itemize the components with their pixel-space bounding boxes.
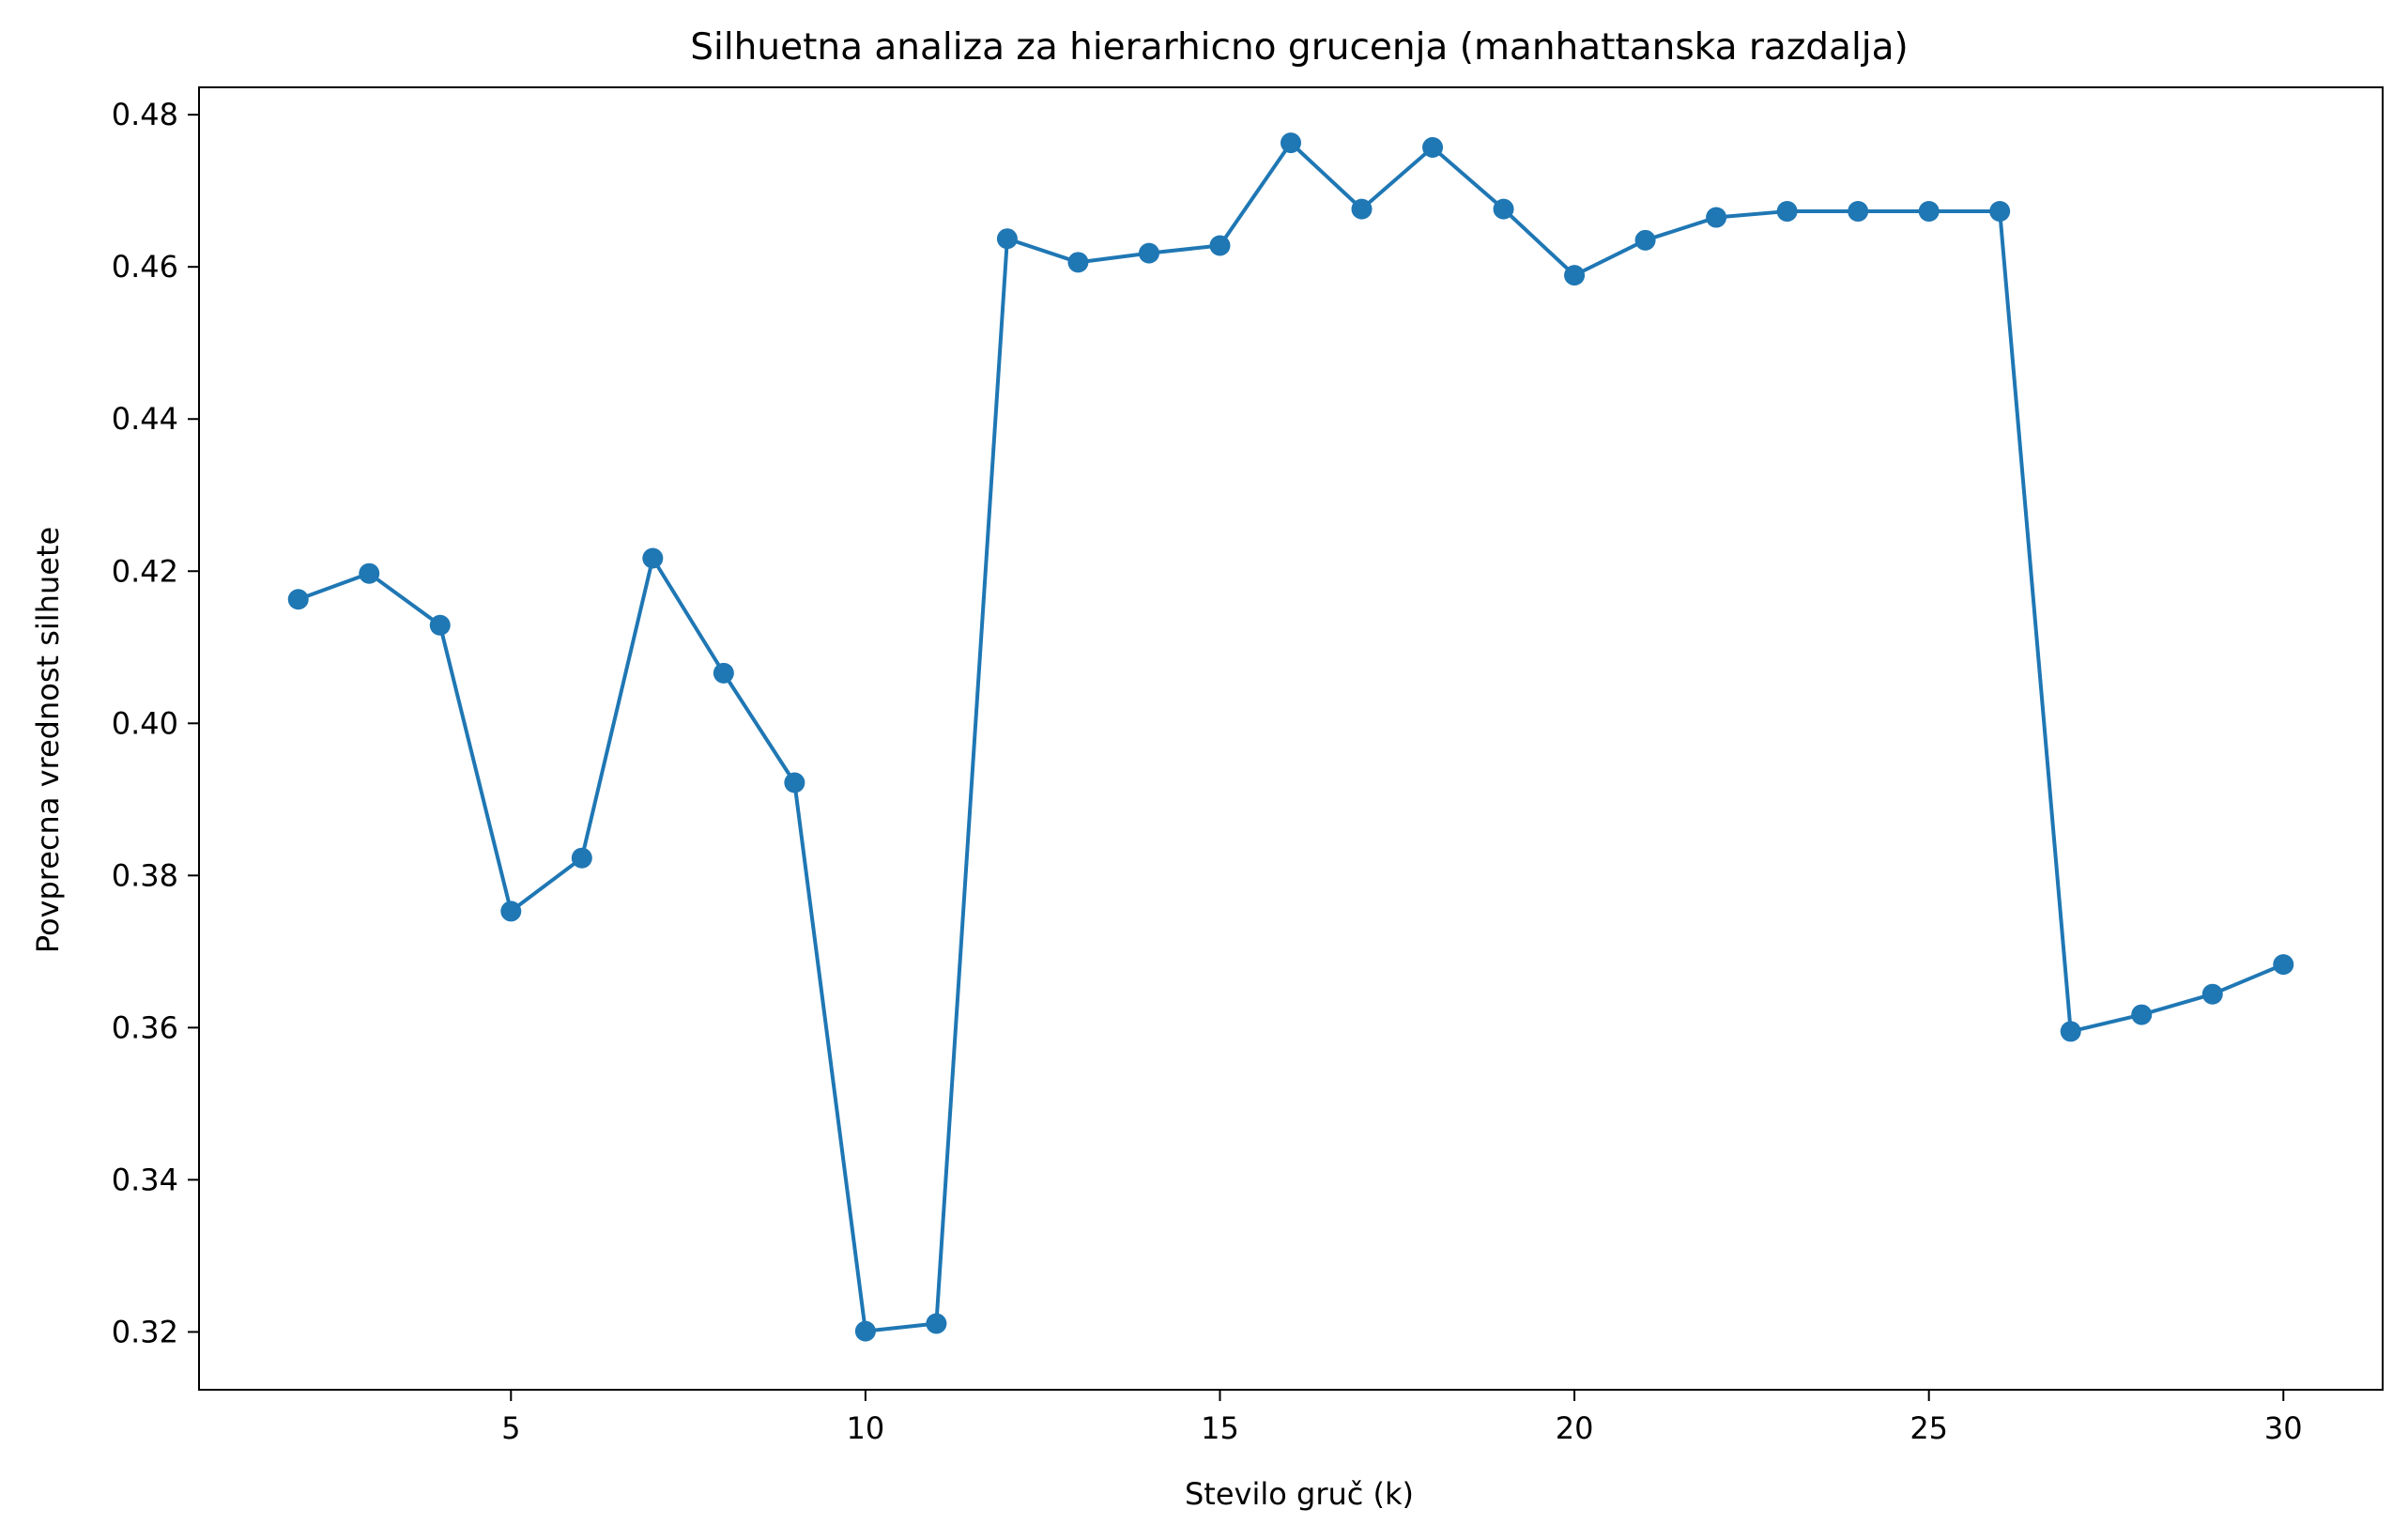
data-point <box>854 1320 876 1342</box>
x-tick-label: 25 <box>1910 1410 1948 1446</box>
y-tick-label: 0.44 <box>112 401 178 437</box>
data-point <box>1493 198 1514 220</box>
x-tick-label: 10 <box>847 1410 885 1446</box>
x-tick-label: 20 <box>1556 1410 1594 1446</box>
data-point <box>1706 207 1727 228</box>
x-tick-label: 15 <box>1201 1410 1239 1446</box>
data-point <box>642 547 664 569</box>
data-point <box>1209 235 1231 256</box>
data-point <box>1989 201 2011 223</box>
x-tick-label: 5 <box>501 1410 520 1446</box>
data-point <box>1351 198 1373 220</box>
data-point <box>1776 201 1798 223</box>
x-tick-label: 30 <box>2264 1410 2303 1446</box>
data-point <box>1848 201 1869 223</box>
data-point <box>1281 132 1301 154</box>
data-point <box>2273 954 2294 976</box>
data-point <box>996 228 1018 250</box>
axes-frame <box>198 86 2384 1391</box>
data-point <box>926 1313 947 1334</box>
data-point <box>500 901 522 922</box>
data-point <box>713 662 734 684</box>
data-point <box>784 772 805 793</box>
x-axis-title: Stevilo gruč (k) <box>1185 1476 1414 1512</box>
data-point <box>1067 252 1089 273</box>
data-point <box>1564 265 1586 286</box>
y-tick-label: 0.32 <box>112 1314 178 1349</box>
y-tick-label: 0.48 <box>112 97 178 132</box>
data-point <box>1422 137 1444 159</box>
y-axis-title: Povprecna vrednost silhuete <box>30 527 66 953</box>
data-point <box>571 847 592 869</box>
y-tick-label: 0.36 <box>112 1009 178 1045</box>
y-tick-label: 0.34 <box>112 1162 178 1197</box>
y-tick-label: 0.38 <box>112 857 178 893</box>
chart-title: Silhuetna analiza za hierarhicno grucenj… <box>690 26 1908 69</box>
data-point <box>2131 1004 2153 1025</box>
data-point <box>2201 983 2223 1005</box>
y-tick-label: 0.42 <box>112 553 178 589</box>
data-point <box>359 562 380 584</box>
y-tick-label: 0.46 <box>112 249 178 285</box>
data-point <box>1138 242 1159 264</box>
plot-area: 5 10 15 20 25 30 0.32 0.34 0.36 0.38 0.40 0.42 0.44 0… <box>112 86 2384 1446</box>
data-point <box>1634 229 1656 251</box>
data-point <box>287 589 309 610</box>
y-tick-label: 0.40 <box>112 705 178 741</box>
data-point <box>2060 1021 2081 1042</box>
data-point <box>429 614 451 636</box>
data-point <box>1918 201 1940 223</box>
